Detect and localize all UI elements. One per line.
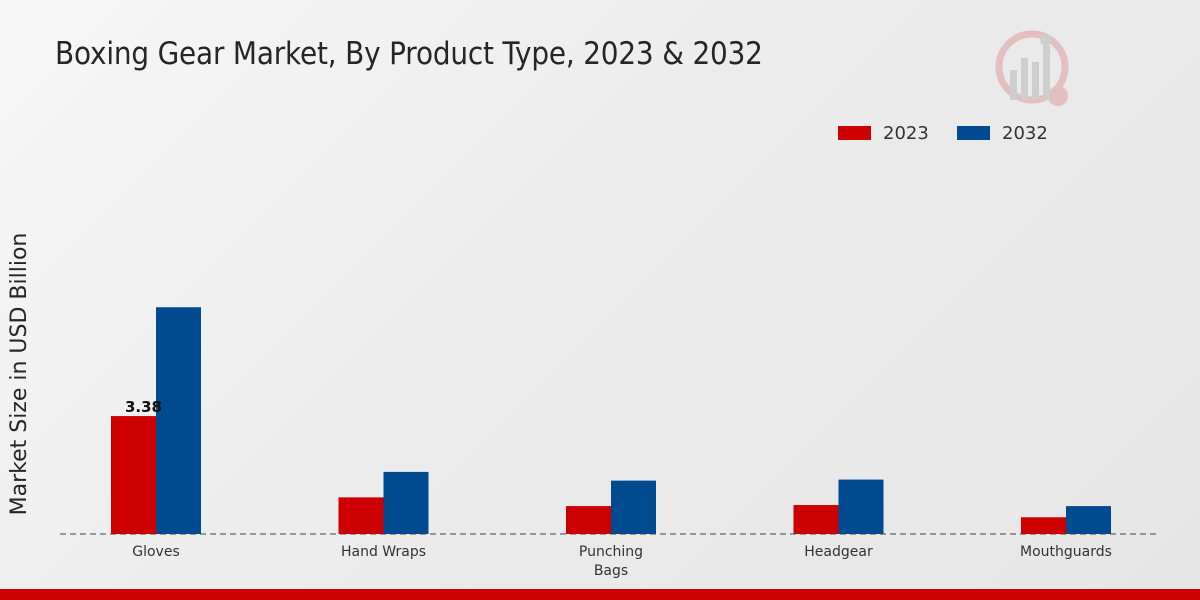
bars-layer (111, 307, 1111, 534)
legend-label-2032: 2032 (1002, 123, 1048, 144)
bar-2032-gloves (156, 307, 201, 534)
chart-title: Boxing Gear Market, By Product Type, 202… (55, 36, 763, 72)
labels-layer: Gloves Hand Wraps Punching Bags Headgear Mout… (125, 398, 1112, 579)
bar-2032-headgear (838, 479, 884, 534)
y-axis-label: Market Size in USD Billion (7, 233, 32, 516)
bar-2023-punching-bags (566, 506, 611, 534)
x-tick-label: Bags (594, 563, 628, 579)
data-label: 3.38 (125, 398, 162, 416)
watermark-logo-icon (995, 30, 1069, 106)
legend-swatch-2023 (838, 126, 871, 140)
footer-bar (0, 589, 1200, 600)
x-tick-label: Punching (579, 544, 643, 560)
legend-swatch-2032 (957, 126, 990, 140)
bar-2032-hand-wraps (383, 471, 429, 534)
bar-2023-hand-wraps (338, 497, 384, 534)
bar-2023-gloves (111, 416, 156, 534)
x-tick-label: Gloves (132, 544, 180, 560)
x-tick-label: Headgear (804, 544, 873, 560)
bar-2032-mouthguards (1066, 506, 1111, 534)
legend-label-2023: 2023 (883, 123, 929, 144)
bar-2023-mouthguards (1021, 517, 1066, 534)
x-tick-label: Hand Wraps (341, 544, 426, 560)
legend: 2023 2032 (838, 123, 1048, 144)
bar-2023-headgear (793, 505, 839, 534)
bar-2032-punching-bags (611, 480, 656, 534)
x-tick-label: Mouthguards (1020, 544, 1112, 560)
